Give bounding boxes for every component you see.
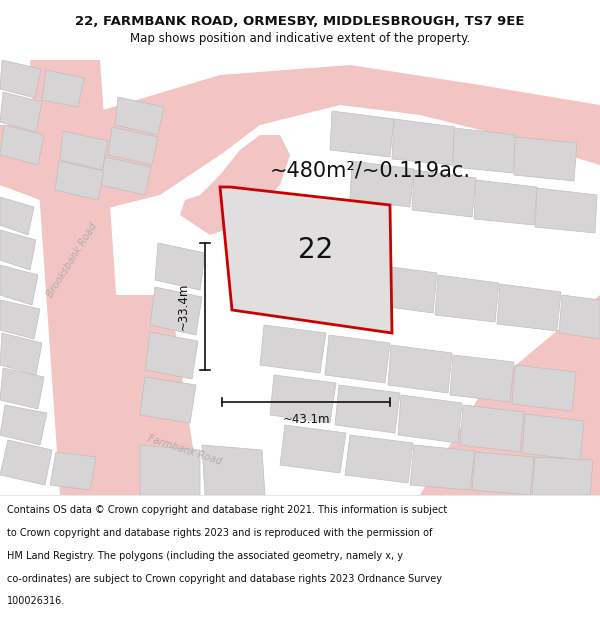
Polygon shape <box>392 119 455 165</box>
Polygon shape <box>100 295 200 495</box>
Polygon shape <box>55 161 104 200</box>
Polygon shape <box>140 445 200 495</box>
Text: 22, FARMBANK ROAD, ORMESBY, MIDDLESBROUGH, TS7 9EE: 22, FARMBANK ROAD, ORMESBY, MIDDLESBROUG… <box>75 15 525 28</box>
Polygon shape <box>108 127 158 165</box>
Polygon shape <box>460 405 524 452</box>
Polygon shape <box>0 65 600 215</box>
Polygon shape <box>373 265 437 313</box>
Polygon shape <box>514 137 577 181</box>
Polygon shape <box>0 60 41 98</box>
Polygon shape <box>180 135 290 235</box>
Polygon shape <box>115 97 164 135</box>
Polygon shape <box>220 187 392 333</box>
Polygon shape <box>0 300 40 339</box>
Polygon shape <box>345 435 413 483</box>
Polygon shape <box>532 457 593 495</box>
Text: ~33.4m: ~33.4m <box>177 282 190 330</box>
Polygon shape <box>155 243 205 290</box>
Polygon shape <box>270 375 336 423</box>
Polygon shape <box>0 333 42 375</box>
Text: Farmbank Road: Farmbank Road <box>147 433 223 467</box>
Polygon shape <box>310 255 375 303</box>
Text: co-ordinates) are subject to Crown copyright and database rights 2023 Ordnance S: co-ordinates) are subject to Crown copyr… <box>7 574 442 584</box>
Polygon shape <box>450 355 514 402</box>
Text: 22: 22 <box>298 236 334 264</box>
Polygon shape <box>0 368 44 409</box>
Polygon shape <box>410 445 475 490</box>
Text: ~480m²/~0.119ac.: ~480m²/~0.119ac. <box>269 160 470 180</box>
Polygon shape <box>60 131 108 170</box>
Polygon shape <box>0 125 44 165</box>
Polygon shape <box>30 60 130 495</box>
Text: to Crown copyright and database rights 2023 and is reproduced with the permissio: to Crown copyright and database rights 2… <box>7 528 433 538</box>
Polygon shape <box>0 230 36 270</box>
Polygon shape <box>398 395 462 443</box>
Polygon shape <box>335 385 400 433</box>
Polygon shape <box>522 414 584 460</box>
Text: HM Land Registry. The polygons (including the associated geometry, namely x, y: HM Land Registry. The polygons (includin… <box>7 551 403 561</box>
Text: ~43.1m: ~43.1m <box>282 413 330 426</box>
Polygon shape <box>325 335 390 383</box>
Polygon shape <box>50 452 96 490</box>
Polygon shape <box>260 325 326 373</box>
Polygon shape <box>280 425 346 473</box>
Polygon shape <box>330 111 394 157</box>
Polygon shape <box>42 70 84 107</box>
Polygon shape <box>388 345 452 393</box>
Polygon shape <box>420 295 600 495</box>
Polygon shape <box>140 377 196 423</box>
Text: Map shows position and indicative extent of the property.: Map shows position and indicative extent… <box>130 32 470 45</box>
Text: Brooksbank Road: Brooksbank Road <box>45 221 99 299</box>
Polygon shape <box>412 170 476 217</box>
Polygon shape <box>472 452 534 495</box>
Polygon shape <box>0 265 38 305</box>
Polygon shape <box>559 295 600 339</box>
Polygon shape <box>0 92 42 132</box>
Text: 100026316.: 100026316. <box>7 596 65 606</box>
Polygon shape <box>512 365 576 411</box>
Polygon shape <box>145 332 198 379</box>
Polygon shape <box>0 440 52 485</box>
Polygon shape <box>453 128 516 173</box>
Polygon shape <box>0 405 47 445</box>
Polygon shape <box>100 157 151 195</box>
Polygon shape <box>435 275 499 322</box>
Polygon shape <box>535 188 597 233</box>
Polygon shape <box>474 180 537 225</box>
Polygon shape <box>497 284 561 331</box>
Text: Contains OS data © Crown copyright and database right 2021. This information is : Contains OS data © Crown copyright and d… <box>7 506 448 516</box>
Polygon shape <box>350 161 414 207</box>
Polygon shape <box>0 197 34 235</box>
Polygon shape <box>202 445 265 495</box>
Polygon shape <box>150 287 202 335</box>
